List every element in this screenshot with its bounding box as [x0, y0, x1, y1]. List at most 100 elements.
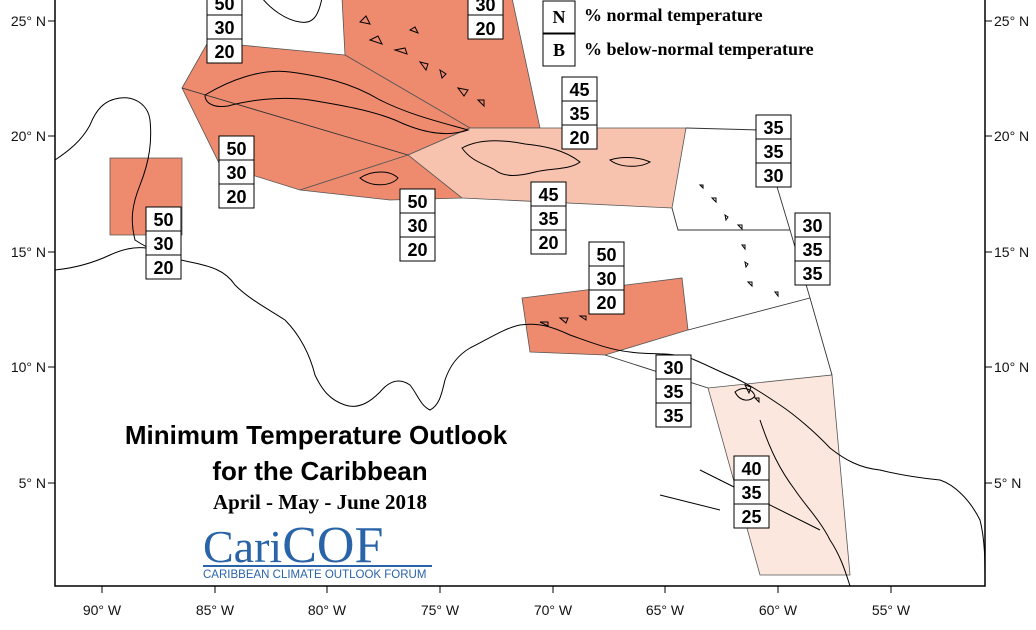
outlook-value: 40	[741, 459, 761, 479]
coast-cuba	[204, 70, 470, 135]
y-tick-label: 5° N	[994, 475, 1021, 491]
outlook-value: 30	[407, 216, 427, 236]
outlook-boxes: 50 30 20 30 20 50 30 20 50 30 20	[145, 0, 831, 529]
x-tick-label: 75° W	[421, 602, 460, 618]
coast-jamaica	[359, 171, 399, 186]
x-tick-label: 85° W	[196, 602, 235, 618]
outlook-value: 20	[407, 240, 427, 260]
outlook-box-hispaniola-north: 45 35 20	[561, 76, 598, 150]
outlook-box-northern-leewards: 35 35 30	[755, 114, 792, 188]
outlook-value: 20	[569, 128, 589, 148]
outlook-value: 20	[153, 258, 173, 278]
coast-florida	[263, 0, 323, 23]
outlook-value: 35	[802, 240, 822, 260]
outlook-value: 20	[596, 293, 616, 313]
outlook-value: 30	[802, 216, 822, 236]
x-tick-label: 70° W	[534, 602, 573, 618]
outlook-value: 30	[663, 358, 683, 378]
outlook-value: 35	[741, 483, 761, 503]
outlook-value: 35	[763, 118, 783, 138]
y-axis-labels-left: 25° N 20° N 15° N 10° N 5° N	[11, 13, 46, 491]
coast-guiana-border	[759, 419, 851, 587]
outlook-value: 35	[663, 382, 683, 402]
outlook-value: 20	[538, 233, 558, 253]
x-tick-label: 55° W	[872, 602, 911, 618]
outlook-value: 20	[226, 187, 246, 207]
coast-trinidad	[734, 388, 756, 401]
outlook-value: 35	[538, 209, 558, 229]
caricof-logo: CariCOF CARIBBEAN CLIMATE OUTLOOK FORUM	[203, 517, 432, 581]
coast-central-america	[54, 97, 471, 411]
outlook-box-florida-keys: 50 30 20	[206, 0, 243, 64]
outlook-box-bahamas: 30 20	[467, 0, 504, 40]
logo-full-name: CARIBBEAN CLIMATE OUTLOOK FORUM	[203, 569, 426, 581]
coast-mexico-gulf	[54, 247, 156, 271]
outlook-value: 50	[226, 139, 246, 159]
logo-wordmark-part2: COF	[282, 517, 383, 574]
y-tick-label: 15° N	[994, 244, 1029, 260]
outlook-box-belize: 50 30 20	[145, 206, 182, 280]
y-tick-label: 10° N	[994, 359, 1029, 375]
legend-key-box	[542, 33, 576, 67]
outlook-value: 30	[763, 166, 783, 186]
axis-ticks	[48, 20, 992, 593]
outlook-box-guianas: 40 35 25	[733, 455, 770, 529]
x-tick-label: 90° W	[83, 602, 122, 618]
outlook-value: 35	[763, 142, 783, 162]
zone-abc-islands	[521, 277, 689, 356]
coast-puerto-rico	[608, 157, 652, 167]
x-tick-label: 80° W	[308, 602, 347, 618]
zone-belize-link	[181, 87, 409, 156]
outlook-value: 45	[569, 80, 589, 100]
x-tick-label: 60° W	[759, 602, 798, 618]
outlook-value: 30	[214, 18, 234, 38]
x-tick-label: 65° W	[646, 602, 685, 618]
outlook-value: 45	[538, 185, 558, 205]
outlook-box-trinidad: 30 35 35	[655, 354, 692, 428]
zone-trinidad-boundary	[687, 297, 811, 331]
logo-wordmark: CariCOF	[203, 517, 383, 574]
logo-wordmark-part1: Cari	[203, 521, 282, 572]
outlook-box-cuba: 50 30 20	[218, 135, 255, 209]
outlook-value: 30	[226, 163, 246, 183]
coastlines	[54, 0, 986, 587]
legend-key-box	[542, 0, 576, 34]
outlook-box-abc-islands: 50 30 20	[588, 241, 625, 315]
zone-windwards-boundary	[671, 207, 790, 231]
outlook-value: 50	[153, 210, 173, 230]
y-tick-label: 10° N	[11, 359, 46, 375]
outlook-box-hispaniola-south: 45 35 20	[530, 181, 567, 255]
y-tick-label: 25° N	[11, 13, 46, 29]
outlook-zones	[109, 0, 851, 576]
outlook-value: 20	[475, 19, 495, 39]
outlook-value: 30	[153, 234, 173, 254]
y-tick-label: 5° N	[19, 475, 46, 491]
outlook-value: 35	[802, 264, 822, 284]
legend-label: % normal temperature	[584, 5, 763, 25]
legend-letter: B	[553, 40, 565, 60]
outlook-value: 35	[663, 406, 683, 426]
outlook-box-southern-windwards: 30 35 35	[794, 212, 831, 286]
y-tick-label: 15° N	[11, 244, 46, 260]
legend-letter: N	[553, 7, 566, 27]
legend-label: % below-normal temperature	[584, 39, 814, 59]
y-tick-label: 20° N	[994, 128, 1029, 144]
coast-south-america	[469, 323, 986, 587]
outlook-value: 50	[596, 245, 616, 265]
title-block: Minimum Temperature Outlook for the Cari…	[125, 420, 508, 514]
outlook-value: 30	[475, 0, 495, 15]
y-tick-label: 25° N	[994, 13, 1029, 29]
outlook-box-jamaica: 50 30 20	[399, 188, 436, 262]
outlook-value: 25	[741, 507, 761, 527]
x-axis-labels: 90° W 85° W 80° W 75° W 70° W 65° W 60° …	[83, 602, 911, 618]
outlook-value: 30	[596, 269, 616, 289]
coast-colombia-border	[659, 494, 721, 511]
map-period: April - May - June 2018	[213, 490, 427, 514]
map-title-line1: Minimum Temperature Outlook	[125, 420, 508, 450]
outlook-value: 35	[569, 104, 589, 124]
map-title-line2: for the Caribbean	[212, 456, 427, 486]
outlook-value: 50	[214, 0, 234, 14]
y-tick-label: 20° N	[11, 128, 46, 144]
outlook-value: 20	[214, 42, 234, 62]
